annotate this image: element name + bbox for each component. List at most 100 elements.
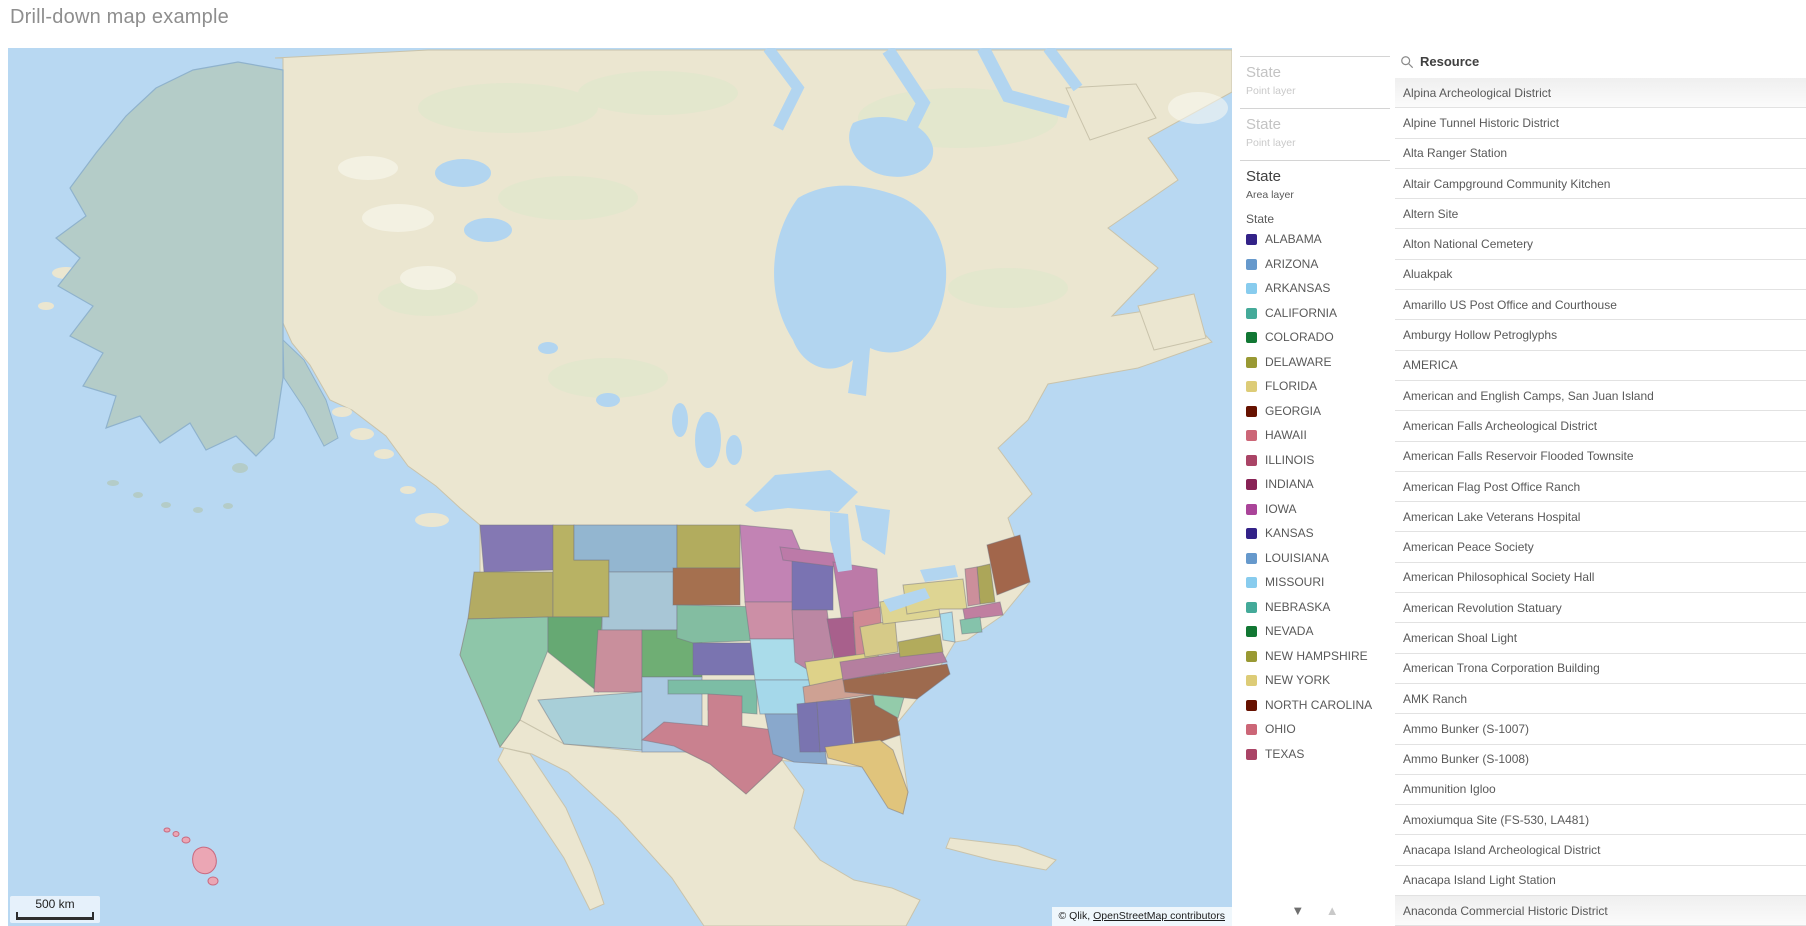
layer-subtitle: Point layer bbox=[1246, 137, 1296, 149]
legend-item-kansas[interactable]: KANSAS bbox=[1246, 526, 1390, 551]
legend-item-label: OHIO bbox=[1265, 722, 1296, 736]
state-north-dakota[interactable] bbox=[676, 524, 741, 569]
resource-list-item[interactable]: Amarillo US Post Office and Courthouse bbox=[1395, 290, 1806, 321]
resource-list-item[interactable]: AMERICA bbox=[1395, 350, 1806, 381]
resource-list-item[interactable]: Anacapa Island Archeological District bbox=[1395, 835, 1806, 866]
legend-item-alabama[interactable]: ALABAMA bbox=[1246, 232, 1390, 257]
baja-peninsula bbox=[497, 747, 605, 911]
legend-item-texas[interactable]: TEXAS bbox=[1246, 747, 1390, 772]
resource-list-item[interactable]: Alpine Tunnel Historic District bbox=[1395, 108, 1806, 139]
legend-color-swatch bbox=[1246, 601, 1257, 613]
legend-scroll-down-button[interactable]: ▼ bbox=[1283, 903, 1313, 918]
state-west-virginia[interactable] bbox=[859, 619, 899, 658]
state-texas[interactable] bbox=[640, 693, 791, 795]
legend-item-california[interactable]: CALIFORNIA bbox=[1246, 306, 1390, 331]
legend-item-missouri[interactable]: MISSOURI bbox=[1246, 575, 1390, 600]
resource-list-item[interactable]: American Shoal Light bbox=[1395, 623, 1806, 654]
alaska-panhandle bbox=[282, 338, 339, 447]
legend-color-swatch bbox=[1246, 552, 1257, 564]
state-south-dakota[interactable] bbox=[672, 567, 741, 606]
resource-list-item[interactable]: Anaconda Commercial Historic District bbox=[1395, 896, 1806, 926]
legend-item-label: ARKANSAS bbox=[1265, 281, 1331, 295]
resource-list-item[interactable]: American Philosophical Society Hall bbox=[1395, 562, 1806, 594]
legend-item-nevada[interactable]: NEVADA bbox=[1246, 624, 1390, 649]
legend-item-indiana[interactable]: INDIANA bbox=[1246, 477, 1390, 502]
legend-item-arizona[interactable]: ARIZONA bbox=[1246, 257, 1390, 282]
resource-list-item[interactable]: Altern Site bbox=[1395, 199, 1806, 230]
legend-item-georgia[interactable]: GEORGIA bbox=[1246, 404, 1390, 429]
resource-list-item[interactable]: American and English Camps, San Juan Isl… bbox=[1395, 380, 1806, 412]
state-new-york[interactable] bbox=[902, 578, 968, 615]
legend-item-ohio[interactable]: OHIO bbox=[1246, 722, 1390, 747]
great-lakes bbox=[745, 470, 958, 612]
resource-list-item[interactable]: American Peace Society bbox=[1395, 532, 1806, 563]
state-maryland[interactable] bbox=[897, 633, 944, 658]
resource-list-item[interactable]: Alton National Cemetery bbox=[1395, 229, 1806, 260]
osm-contributors-link[interactable]: OpenStreetMap contributors bbox=[1093, 910, 1225, 922]
legend-items-list: ALABAMA ARIZONA ARKANSAS CALIFORNIA COLORADO… bbox=[1240, 232, 1390, 771]
resource-list-item[interactable]: American Falls Archeological District bbox=[1395, 411, 1806, 442]
resource-list-item[interactable]: Amburgy Hollow Petroglyphs bbox=[1395, 320, 1806, 351]
legend-color-swatch bbox=[1246, 430, 1257, 441]
resource-list-item[interactable]: American Lake Veterans Hospital bbox=[1395, 502, 1806, 533]
state-north-carolina[interactable] bbox=[842, 663, 951, 700]
layer-item-point-1[interactable]: State Point layer bbox=[1240, 56, 1390, 108]
resource-list-item[interactable]: Ammunition Igloo bbox=[1395, 774, 1806, 806]
state-maine[interactable] bbox=[986, 534, 1031, 596]
legend-color-swatch bbox=[1246, 748, 1257, 760]
legend-item-iowa[interactable]: IOWA bbox=[1246, 502, 1390, 527]
legend-color-swatch bbox=[1246, 724, 1257, 735]
resource-list-item[interactable]: Amoxiumqua Site (FS-530, LA481) bbox=[1395, 805, 1806, 836]
resource-list-item[interactable]: AMK Ranch bbox=[1395, 683, 1806, 715]
legend-item-arkansas[interactable]: ARKANSAS bbox=[1246, 281, 1390, 306]
alaska[interactable] bbox=[55, 61, 339, 513]
legend-item-label: ARIZONA bbox=[1265, 256, 1319, 271]
legend-scroll-up-button[interactable]: ▲ bbox=[1317, 903, 1347, 918]
resource-list-item[interactable]: Alta Ranger Station bbox=[1395, 138, 1806, 169]
resource-list-item[interactable]: Alpina Archeological District bbox=[1395, 78, 1806, 109]
legend-item-label: IOWA bbox=[1265, 501, 1297, 516]
layer-title: State bbox=[1246, 168, 1282, 185]
state-mississippi[interactable] bbox=[796, 701, 821, 753]
legend-color-swatch bbox=[1246, 528, 1257, 539]
resource-list-item[interactable]: Ammo Bunker (S-1007) bbox=[1395, 714, 1806, 745]
resource-list-item[interactable]: American Trona Corporation Building bbox=[1395, 653, 1806, 684]
state-connecticut[interactable] bbox=[959, 616, 983, 635]
legend-item-north-carolina[interactable]: NORTH CAROLINA bbox=[1246, 698, 1390, 723]
legend-item-illinois[interactable]: ILLINOIS bbox=[1246, 453, 1390, 478]
resource-list-item[interactable]: American Flag Post Office Ranch bbox=[1395, 471, 1806, 503]
resource-list-item[interactable]: American Revolution Statuary bbox=[1395, 593, 1806, 624]
map-canvas[interactable] bbox=[8, 48, 1232, 926]
legend-item-nebraska[interactable]: NEBRASKA bbox=[1246, 600, 1390, 625]
state-kansas[interactable] bbox=[692, 642, 758, 676]
legend-item-colorado[interactable]: COLORADO bbox=[1246, 330, 1390, 355]
resource-list-item[interactable]: Altair Campground Community Kitchen bbox=[1395, 168, 1806, 200]
legend-item-new-hampshire[interactable]: NEW HAMPSHIRE bbox=[1246, 649, 1390, 674]
legend-item-hawaii[interactable]: HAWAII bbox=[1246, 428, 1390, 453]
resource-list-item[interactable]: Anacapa Island Light Station bbox=[1395, 865, 1806, 897]
resource-list-item[interactable]: Aluakpak bbox=[1395, 259, 1806, 291]
state-wyoming[interactable] bbox=[601, 571, 678, 631]
layer-item-area[interactable]: State Area layer bbox=[1240, 160, 1390, 202]
legend-item-louisiana[interactable]: LOUISIANA bbox=[1246, 551, 1390, 576]
legend-item-label: COLORADO bbox=[1265, 330, 1334, 344]
state-massachusetts[interactable] bbox=[962, 601, 1004, 621]
newfoundland bbox=[1137, 293, 1207, 351]
resource-header[interactable]: Resource bbox=[1395, 45, 1806, 78]
resource-list-item[interactable]: Ammo Bunker (S-1008) bbox=[1395, 744, 1806, 775]
state-vermont[interactable] bbox=[964, 566, 981, 607]
state-oregon[interactable] bbox=[467, 571, 554, 620]
hawaii-islands[interactable] bbox=[163, 827, 219, 886]
state-new-jersey[interactable] bbox=[939, 611, 956, 643]
legend-item-florida[interactable]: FLORIDA bbox=[1246, 379, 1390, 404]
legend-dimension-label: State bbox=[1246, 212, 1275, 226]
map-home-button[interactable] bbox=[1177, 82, 1209, 114]
legend-item-delaware[interactable]: DELAWARE bbox=[1246, 355, 1390, 380]
layer-item-point-2[interactable]: State Point layer bbox=[1240, 108, 1390, 160]
drilldown-map[interactable]: 500 km © Qlik, OpenStreetMap contributor… bbox=[8, 48, 1232, 926]
state-utah[interactable] bbox=[593, 629, 643, 693]
legend-item-new-york[interactable]: NEW YORK bbox=[1246, 673, 1390, 698]
state-washington[interactable] bbox=[479, 524, 554, 573]
state-florida[interactable] bbox=[824, 739, 909, 815]
resource-list-item[interactable]: American Falls Reservoir Flooded Townsit… bbox=[1395, 441, 1806, 472]
